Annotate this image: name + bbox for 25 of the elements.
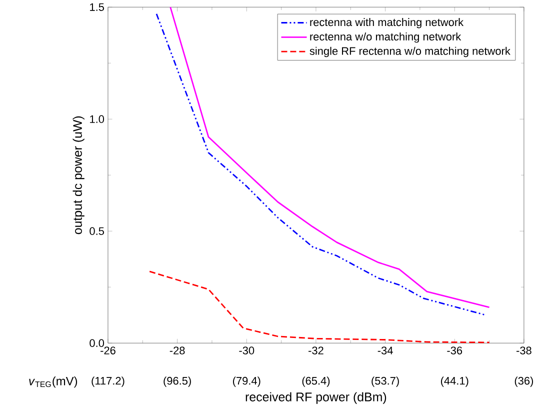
x-tick-label: -28: [170, 346, 185, 354]
x-tick-label: -32: [308, 346, 324, 354]
text: v$_{TEG}$(mV): [29, 376, 78, 388]
y-axis-title: output dc power (uW): [72, 116, 84, 234]
line-series: [148, 270, 490, 344]
x-tick-label: -26: [100, 346, 116, 354]
text: (117.2): [92, 376, 124, 387]
text: (79.4): [232, 376, 260, 387]
y-tick-label: 0.0: [90, 339, 104, 347]
y-tick-label: 1.5: [90, 3, 104, 11]
legend-label: single RF rectenna w/o matching network: [310, 46, 510, 58]
y-tick-label: 0.5: [90, 227, 104, 235]
x-axis-title: received RF power (dBm): [246, 392, 386, 404]
legend-label: rectenna with matching network: [310, 18, 464, 28]
y-tick-label: 1.0: [90, 115, 104, 123]
legend-label: rectenna w/o matching network: [310, 32, 462, 43]
x-tick-label: -34: [378, 346, 393, 354]
x-tick-label: -36: [447, 346, 462, 354]
text: (36): [514, 376, 533, 387]
x-tick-label: -38: [516, 346, 532, 354]
x-tick-label: -30: [239, 346, 254, 354]
text: (96.5): [164, 376, 191, 387]
text: (53.7): [372, 376, 399, 387]
text: (44.1): [440, 376, 468, 387]
text: (65.4): [302, 376, 330, 387]
